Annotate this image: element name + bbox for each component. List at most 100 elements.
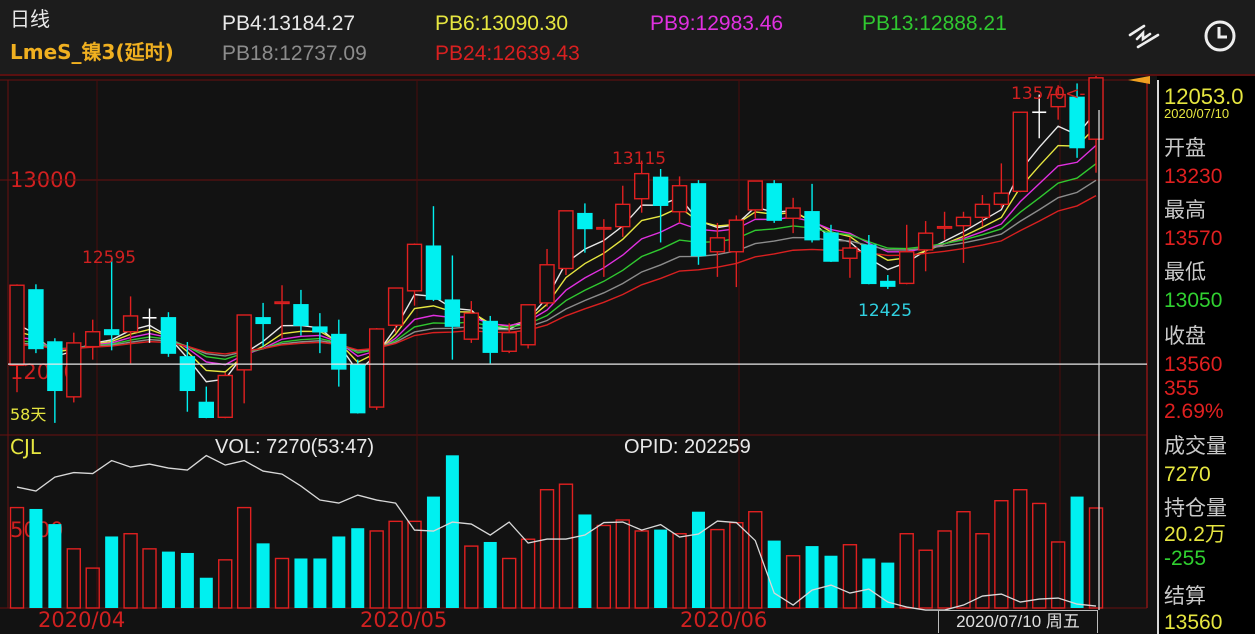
candle-body xyxy=(615,203,631,228)
candle-body xyxy=(955,216,972,227)
volume-bar xyxy=(274,557,290,609)
pb9-line xyxy=(16,144,1097,366)
crosshair xyxy=(8,110,1147,610)
candle-body xyxy=(331,333,347,370)
candle-body xyxy=(1069,96,1085,149)
volume-bar xyxy=(351,528,365,608)
volume-bar xyxy=(881,562,895,608)
annotation-high-13115: 13115 xyxy=(612,149,667,169)
candle xyxy=(274,285,290,339)
candle xyxy=(1032,94,1047,139)
candle-body xyxy=(103,329,120,336)
annotation-high-12595: 12595 xyxy=(82,248,137,268)
clock-button[interactable] xyxy=(1200,16,1240,56)
candle xyxy=(671,176,688,223)
candle-body xyxy=(293,304,309,326)
volume-bar xyxy=(994,500,1009,609)
x-axis-month-0: 2020/04 xyxy=(38,608,126,632)
candle-body xyxy=(1088,77,1104,140)
volume-bar xyxy=(539,489,555,609)
high-label: 最高 xyxy=(1164,198,1206,222)
volume-bar xyxy=(66,548,81,609)
clock-icon xyxy=(1204,20,1236,52)
candle-body xyxy=(9,284,25,366)
volume-bar xyxy=(85,567,100,609)
countdown-label: 58天 xyxy=(10,405,47,424)
candle-body xyxy=(28,289,44,350)
candle xyxy=(9,284,25,393)
candle xyxy=(255,302,271,347)
pb24-value: PB24:12639.43 xyxy=(435,42,580,65)
volume-bar xyxy=(654,529,668,608)
candle-body xyxy=(596,226,612,230)
candle-body xyxy=(350,363,366,414)
open-interest-line xyxy=(16,454,1097,611)
candle-body xyxy=(274,301,290,305)
candle xyxy=(122,296,139,364)
volume-bar xyxy=(956,511,971,609)
candle xyxy=(85,319,101,360)
candle xyxy=(1088,75,1104,173)
volume-bar xyxy=(975,533,990,609)
candle xyxy=(179,341,196,412)
candle xyxy=(1050,85,1066,120)
volume-bar xyxy=(748,511,763,609)
volume-bar xyxy=(105,536,119,608)
candle-body xyxy=(728,219,745,253)
candle-body xyxy=(387,287,404,326)
indicator-toggle-icon xyxy=(1128,24,1160,49)
volume-bar xyxy=(483,541,497,608)
volume-bar xyxy=(615,519,630,609)
volume-bar xyxy=(672,533,687,609)
header-divider xyxy=(0,74,1255,76)
candle-body xyxy=(198,401,215,419)
volume-bar xyxy=(294,558,308,608)
candle-body xyxy=(861,244,877,285)
candle xyxy=(501,323,517,354)
candle-body xyxy=(633,172,650,200)
candle-body xyxy=(709,237,726,253)
candle-body xyxy=(690,183,707,257)
vol-readout: VOL: 7270(53:47) xyxy=(215,436,374,458)
candle-body xyxy=(482,320,498,353)
volume-bar xyxy=(180,552,194,608)
volume-bar xyxy=(313,558,327,608)
pb4-value: PB4:13184.27 xyxy=(222,12,356,35)
candle xyxy=(1012,111,1028,193)
candle-body xyxy=(899,251,915,285)
candle xyxy=(350,359,366,414)
pb24-line xyxy=(16,195,1097,355)
settle-value: 13560 xyxy=(1164,611,1223,634)
volume-bar xyxy=(824,555,838,608)
candle-body xyxy=(880,280,896,287)
last-price-marker-icon xyxy=(1128,76,1150,84)
candle-body xyxy=(160,317,177,354)
candle xyxy=(633,160,650,213)
candle xyxy=(899,224,915,285)
candle-body xyxy=(425,245,442,300)
volume-bar xyxy=(578,514,592,608)
candle xyxy=(936,211,953,240)
period-label[interactable]: 日线 xyxy=(10,7,50,31)
volume-bar xyxy=(445,455,459,608)
candle xyxy=(615,185,631,237)
candle xyxy=(1069,83,1085,158)
candle xyxy=(539,248,555,307)
pb9-value: PB9:12983.46 xyxy=(650,12,784,35)
candle-body xyxy=(558,210,574,270)
candle-body xyxy=(85,331,101,348)
instrument-name[interactable]: LmeS_镍3(延时) xyxy=(10,40,174,64)
volume-bar xyxy=(199,577,213,608)
volume-bar xyxy=(256,543,270,608)
candle xyxy=(804,183,820,243)
indicator-toggle-button[interactable] xyxy=(1124,16,1164,56)
candle xyxy=(596,219,612,277)
candle xyxy=(880,275,896,289)
settle-label: 结算 xyxy=(1164,584,1206,608)
volume-indicator-name[interactable]: CJL xyxy=(10,435,42,459)
candle xyxy=(103,257,120,351)
volume-bar xyxy=(48,524,62,608)
candle xyxy=(463,301,480,343)
volume-bar xyxy=(369,530,384,609)
